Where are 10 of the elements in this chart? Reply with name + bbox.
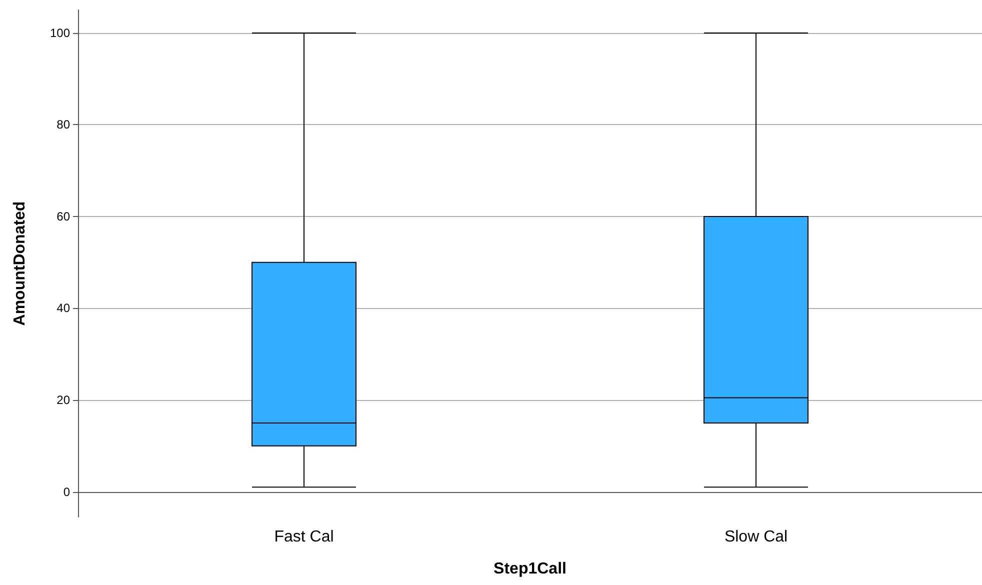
x-tick-label: Slow Cal — [724, 528, 788, 546]
y-tick-label: 40 — [56, 301, 70, 316]
x-tick-label: Fast Cal — [274, 528, 334, 546]
x-axis-title: Step1Call — [494, 560, 566, 578]
y-axis-title: AmountDonated — [12, 201, 28, 326]
y-tick-label: 80 — [56, 118, 70, 132]
y-tick-label: 20 — [56, 393, 70, 407]
y-tick-label: 100 — [50, 26, 70, 40]
y-tick-label: 0 — [63, 484, 70, 499]
y-tick-label: 60 — [56, 209, 70, 224]
